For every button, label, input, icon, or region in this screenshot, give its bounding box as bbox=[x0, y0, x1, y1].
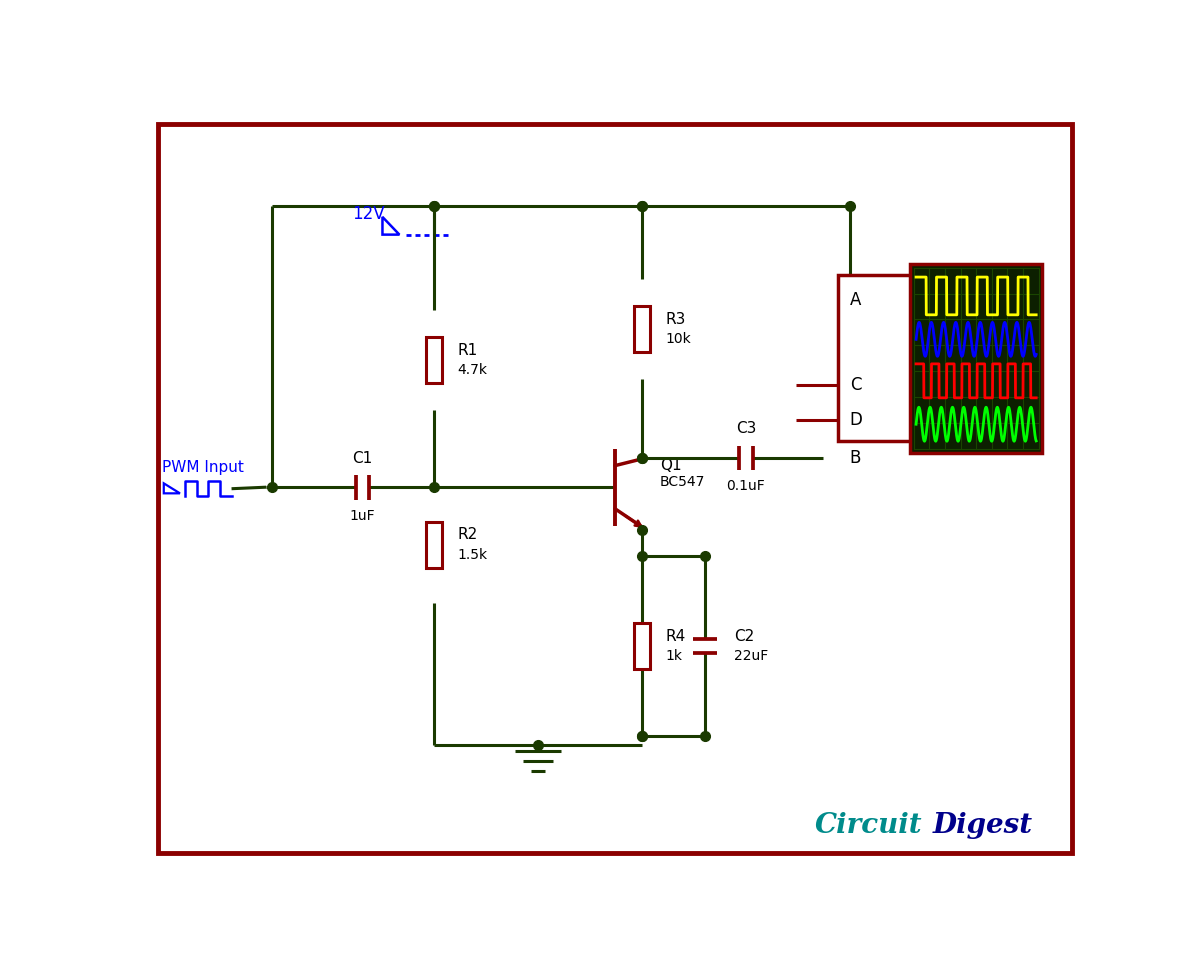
Bar bbox=[426, 337, 442, 383]
Polygon shape bbox=[383, 217, 400, 235]
Text: A: A bbox=[850, 291, 862, 309]
Bar bbox=[839, 276, 912, 441]
Text: C2: C2 bbox=[734, 629, 755, 644]
Text: PWM Input: PWM Input bbox=[162, 460, 244, 476]
Bar bbox=[426, 522, 442, 568]
Polygon shape bbox=[163, 484, 180, 493]
Bar bbox=[635, 623, 649, 669]
Text: 22uF: 22uF bbox=[734, 649, 769, 663]
Text: BC547: BC547 bbox=[660, 475, 706, 488]
Bar bbox=[910, 264, 1043, 453]
Text: B: B bbox=[850, 449, 862, 467]
Text: R3: R3 bbox=[665, 311, 685, 327]
Text: 12V: 12V bbox=[352, 205, 384, 223]
Text: Q1: Q1 bbox=[660, 458, 682, 473]
Bar bbox=[635, 307, 649, 352]
Text: Digest: Digest bbox=[932, 812, 1032, 839]
Text: 1uF: 1uF bbox=[349, 509, 376, 523]
Text: C: C bbox=[850, 376, 862, 394]
Text: 10k: 10k bbox=[665, 333, 691, 346]
Text: R1: R1 bbox=[457, 342, 478, 358]
Text: Circuit: Circuit bbox=[815, 812, 923, 839]
Text: D: D bbox=[850, 411, 863, 429]
Text: 1k: 1k bbox=[665, 649, 682, 663]
Text: R2: R2 bbox=[457, 527, 478, 542]
Text: C1: C1 bbox=[353, 451, 372, 466]
Text: C3: C3 bbox=[736, 422, 756, 436]
Text: 4.7k: 4.7k bbox=[457, 364, 487, 377]
Text: 0.1uF: 0.1uF bbox=[726, 480, 766, 493]
Text: 1.5k: 1.5k bbox=[457, 548, 487, 562]
Text: R4: R4 bbox=[665, 629, 685, 644]
